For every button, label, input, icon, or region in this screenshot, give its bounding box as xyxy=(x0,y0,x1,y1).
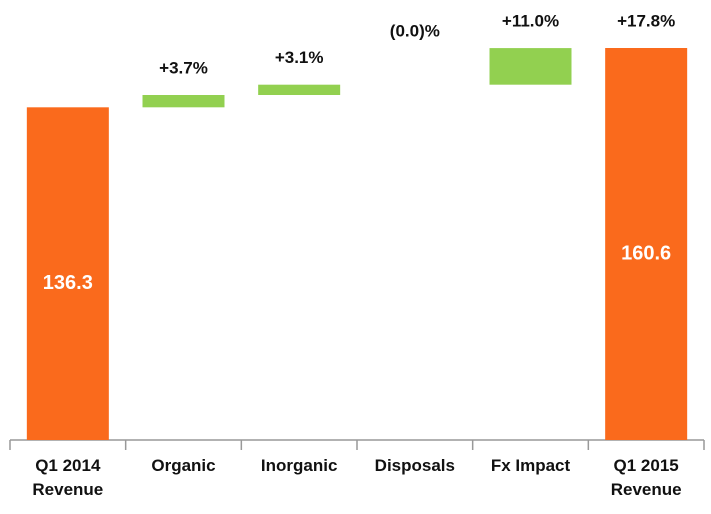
total-bar xyxy=(26,107,109,441)
change-label: +3.7% xyxy=(159,58,208,77)
change-label: +11.0% xyxy=(502,12,559,31)
category-label: Q1 2015 Revenue xyxy=(610,456,682,499)
category-label: Disposals xyxy=(374,456,455,475)
change-label: +3.1% xyxy=(275,48,324,67)
category-label: Inorganic xyxy=(260,456,338,475)
change-bar xyxy=(142,95,225,108)
change-bar xyxy=(489,48,572,85)
category-label: Fx Impact xyxy=(490,456,571,475)
total-label: 136.3 xyxy=(43,272,93,294)
category-label: Q1 2014 Revenue xyxy=(32,456,104,499)
total-bar xyxy=(605,48,688,440)
change-label: (0.0)% xyxy=(390,21,440,40)
change-label: +17.8% xyxy=(617,11,675,30)
total-label: 160.6 xyxy=(621,242,671,264)
change-bar xyxy=(258,84,341,96)
category-label: Organic xyxy=(151,456,216,475)
